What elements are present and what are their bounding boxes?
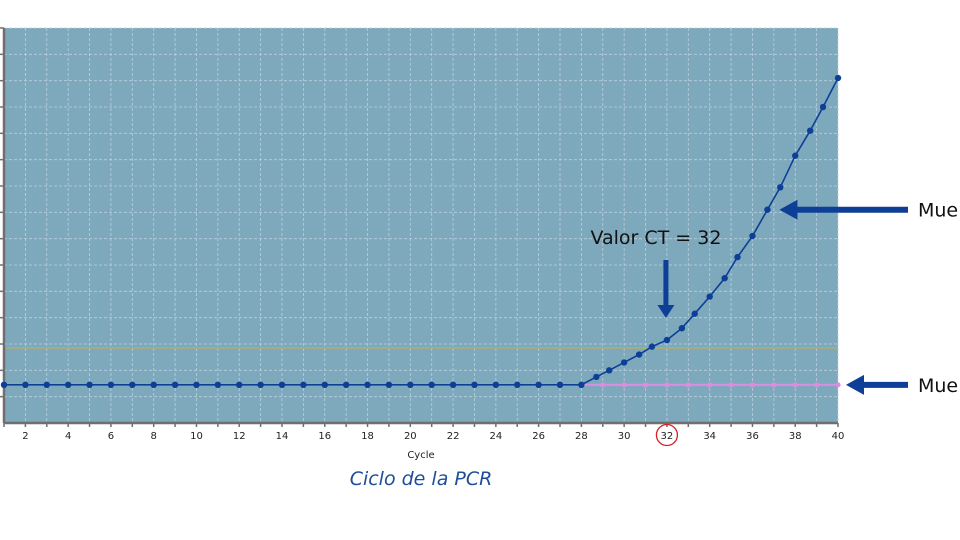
series-positive xyxy=(0,74,842,389)
x-tick-label: 6 xyxy=(108,431,114,442)
data-point xyxy=(605,367,613,374)
data-point xyxy=(749,382,756,388)
positive-sample-label: Mue xyxy=(918,200,958,222)
data-point xyxy=(171,381,179,389)
x-tick-label: 8 xyxy=(151,431,157,442)
data-point xyxy=(407,381,414,389)
data-point xyxy=(593,373,600,381)
data-point xyxy=(107,381,115,389)
data-point xyxy=(635,351,643,358)
x-tick-label: 20 xyxy=(404,431,417,442)
annotations: Valor CT = 32 Mue Mue xyxy=(590,199,958,447)
data-point xyxy=(620,359,628,366)
ct-tick-highlight-circle xyxy=(655,423,679,447)
data-point xyxy=(678,325,686,332)
data-point xyxy=(150,381,157,389)
data-point xyxy=(321,381,328,389)
positive-sample-arrow-icon xyxy=(779,199,908,220)
data-point xyxy=(449,381,457,389)
data-point xyxy=(342,381,350,389)
data-point xyxy=(835,382,841,388)
series-layer xyxy=(0,74,842,389)
x-tick-label: 2 xyxy=(22,431,28,442)
data-point xyxy=(278,381,286,389)
x-tick-label: 38 xyxy=(789,431,802,442)
data-point xyxy=(0,381,8,389)
data-point xyxy=(792,152,799,159)
data-point xyxy=(814,382,820,388)
x-tick-label: 24 xyxy=(489,431,502,442)
x-tick-label: 36 xyxy=(746,431,759,442)
data-point xyxy=(771,382,777,388)
negative-sample-arrow-icon xyxy=(846,374,908,395)
ct-arrow-icon xyxy=(657,260,675,319)
data-point xyxy=(471,381,478,389)
x-tick-label: 28 xyxy=(575,431,588,442)
data-point xyxy=(819,103,827,111)
x-tick-label: 30 xyxy=(618,431,631,442)
x-tick-label: 14 xyxy=(276,431,289,442)
x-tick-label: 32 xyxy=(661,431,674,442)
data-point xyxy=(807,127,814,134)
data-point xyxy=(257,381,264,389)
data-point xyxy=(642,382,649,388)
data-point xyxy=(707,382,713,388)
data-point xyxy=(193,381,200,389)
x-tick-label: 16 xyxy=(318,431,331,442)
data-point xyxy=(834,74,842,82)
data-point xyxy=(721,274,728,282)
x-tick-label: 34 xyxy=(703,431,716,442)
data-point xyxy=(734,253,741,261)
x-tick-label: 22 xyxy=(447,431,460,442)
data-point xyxy=(663,336,671,344)
data-point xyxy=(728,382,734,388)
data-point xyxy=(578,381,585,389)
plot-background xyxy=(4,28,838,423)
grid-lines xyxy=(4,27,839,423)
ct-value-label: Valor CT = 32 xyxy=(590,227,721,249)
x-axis-label: Cycle xyxy=(407,450,434,461)
data-point xyxy=(300,381,307,389)
chart-caption: Ciclo de la PCR xyxy=(350,468,493,490)
data-point xyxy=(86,381,93,389)
data-point xyxy=(664,382,670,388)
data-point xyxy=(749,232,756,240)
data-point xyxy=(792,382,798,388)
data-point xyxy=(22,381,29,389)
data-point xyxy=(364,381,371,389)
data-point xyxy=(385,381,393,389)
data-point xyxy=(777,184,784,191)
x-tick-label: 10 xyxy=(190,431,203,442)
data-point xyxy=(492,381,500,389)
series-line xyxy=(4,77,839,386)
x-tick-label: 18 xyxy=(361,431,374,442)
data-point xyxy=(129,381,136,389)
data-point xyxy=(236,381,243,389)
data-point xyxy=(43,381,50,389)
data-point xyxy=(514,381,521,389)
data-point xyxy=(621,382,627,388)
data-point xyxy=(428,381,435,389)
x-tick-label: 4 xyxy=(65,431,71,442)
x-tick-label: 40 xyxy=(832,431,845,442)
data-point xyxy=(64,381,72,389)
axes xyxy=(0,27,839,427)
data-point xyxy=(648,343,656,350)
data-point xyxy=(764,206,771,213)
data-point xyxy=(600,382,606,388)
data-point xyxy=(214,381,222,389)
data-point xyxy=(556,381,564,389)
data-point xyxy=(706,293,713,300)
data-point xyxy=(535,381,542,389)
x-tick-labels: 2 4 6 8 10 12 14 16 18 20 22 24 26 28 30 32 34 36 38 40 xyxy=(22,431,844,442)
x-tick-label: 26 xyxy=(532,431,545,442)
negative-sample-label: Mue xyxy=(918,375,958,397)
data-point xyxy=(691,310,698,317)
x-tick-label: 12 xyxy=(233,431,246,442)
data-point xyxy=(685,382,691,388)
